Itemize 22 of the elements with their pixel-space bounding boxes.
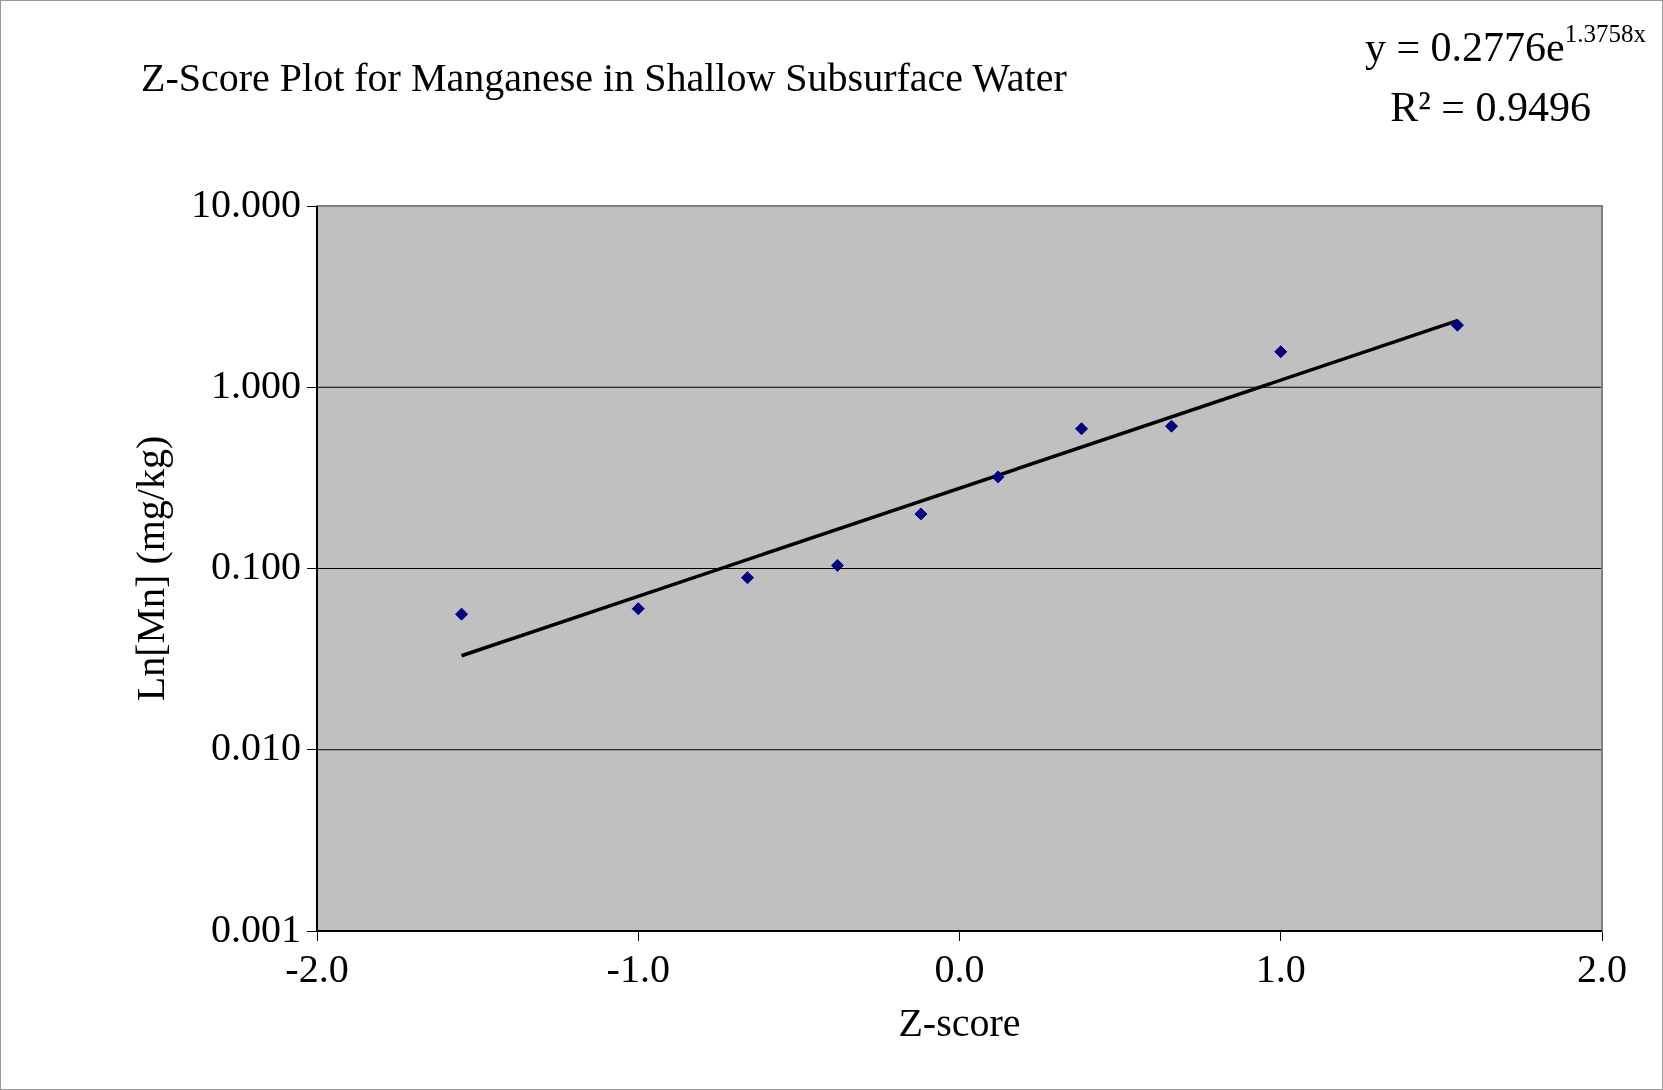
point <box>1075 422 1089 436</box>
point <box>455 607 469 621</box>
point <box>1165 419 1179 433</box>
y-tick-label: 0.100 <box>211 543 301 588</box>
x-tick-label: 2.0 <box>1577 945 1627 991</box>
point <box>740 571 754 585</box>
point <box>1274 345 1288 359</box>
x-axis-title: Z-score <box>898 999 1021 1045</box>
y-tick-label: 1.000 <box>211 361 301 407</box>
x-tick-label: -1.0 <box>606 945 670 991</box>
y-tick-label: 10.000 <box>191 180 301 226</box>
point <box>631 602 645 616</box>
chart-title: Z-Score Plot for Manganese in Shallow Subsurface Water <box>141 55 1067 100</box>
x-tick-label: 0.0 <box>934 945 985 991</box>
point <box>991 470 1005 484</box>
x-tick-label: 1.0 <box>1255 945 1306 991</box>
text: R² = 0.9496 <box>1390 84 1591 130</box>
point <box>1450 318 1464 332</box>
y-tick-label: 0.010 <box>211 724 301 770</box>
y-axis-title: Ln[Mn] (mg/kg) <box>127 435 173 702</box>
point <box>830 558 844 572</box>
point <box>914 507 928 521</box>
